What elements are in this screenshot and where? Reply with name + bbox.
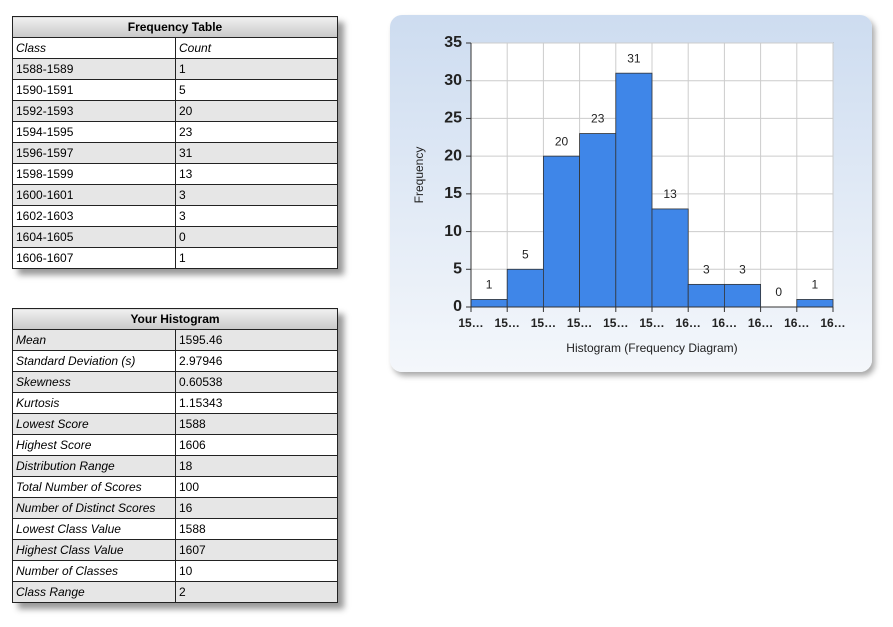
table-row: 1596-1597 31 [12, 142, 338, 164]
data-label: 0 [775, 285, 782, 299]
table-cell: 16 [175, 497, 338, 519]
bar [470, 299, 508, 308]
y-axis-title: Frequency [412, 147, 426, 204]
table-cell: 1607 [175, 539, 338, 561]
table-cell: Lowest Score [12, 413, 176, 435]
table-row: 1606-1607 1 [12, 247, 338, 269]
y-tick-label: 5 [453, 261, 462, 278]
table-cell: 1588 [175, 413, 338, 435]
table-cell: 1 [175, 247, 338, 269]
y-tick-label: 15 [444, 185, 462, 202]
table-row: Lowest Class Value 1588 [12, 518, 338, 540]
data-label: 1 [486, 278, 493, 292]
table-row: Class Range 2 [12, 581, 338, 603]
table-cell: Distribution Range [12, 455, 176, 477]
table-cell: 1602-1603 [12, 205, 176, 227]
table-cell: 1592-1593 [12, 100, 176, 122]
table-row: Kurtosis 1.15343 [12, 392, 338, 414]
x-tick-label: 16… [748, 316, 773, 330]
table-row: Number of Classes 10 [12, 560, 338, 582]
table-title: Your Histogram [12, 308, 338, 330]
table-row: 1590-1591 5 [12, 79, 338, 101]
bar [687, 283, 725, 308]
x-tick-label: 15… [567, 316, 592, 330]
stats-table: Your Histogram Mean 1595.46 Standard Deviat… [12, 308, 338, 603]
x-tick-label: 16… [712, 316, 737, 330]
table-cell: 2.97946 [175, 350, 338, 372]
title-row: Your Histogram [12, 308, 338, 330]
table-cell: 0 [175, 226, 338, 248]
data-label: 3 [739, 263, 746, 277]
x-tick-label: 15… [495, 316, 520, 330]
data-label: 23 [591, 112, 605, 126]
x-tick-label: 15… [458, 316, 483, 330]
y-tick-label: 25 [444, 110, 462, 127]
bar [651, 208, 689, 308]
data-label: 20 [555, 134, 569, 148]
bar [796, 299, 834, 308]
frequency-table: Frequency Table Class Count 1588-1589 1 1590-… [12, 16, 338, 269]
table-cell: 1594-1595 [12, 121, 176, 143]
bar [579, 133, 617, 308]
data-label: 1 [812, 278, 819, 292]
table-cell: Highest Class Value [12, 539, 176, 561]
table-cell: 1588-1589 [12, 58, 176, 80]
data-label: 3 [703, 263, 710, 277]
data-label: 13 [663, 187, 677, 201]
table-cell: 1604-1605 [12, 226, 176, 248]
y-tick-label: 0 [453, 298, 462, 315]
x-tick-label: 16… [784, 316, 809, 330]
x-axis-title: Histogram (Frequency Diagram) [566, 341, 737, 355]
y-tick-label: 35 [444, 34, 462, 51]
table-cell: 1595.46 [175, 329, 338, 351]
table-row: Skewness 0.60538 [12, 371, 338, 393]
table-row: 1598-1599 13 [12, 163, 338, 185]
y-tick-label: 20 [444, 147, 462, 164]
table-row: 1602-1603 3 [12, 205, 338, 227]
table-cell: 1606-1607 [12, 247, 176, 269]
data-label: 31 [627, 51, 641, 65]
table-cell: 1600-1601 [12, 184, 176, 206]
table-row: Lowest Score 1588 [12, 413, 338, 435]
bar [724, 283, 762, 308]
table-cell: 2 [175, 581, 338, 603]
x-tick-label: 16… [676, 316, 701, 330]
bar [543, 155, 581, 308]
x-tick-label: 15… [603, 316, 628, 330]
table-row: 1600-1601 3 [12, 184, 338, 206]
bar [615, 72, 653, 308]
table-cell: 1598-1599 [12, 163, 176, 185]
table-cell: 1 [175, 58, 338, 80]
x-tick-label: 15… [639, 316, 664, 330]
table-row: Highest Class Value 1607 [12, 539, 338, 561]
table-cell: Class Range [12, 581, 176, 603]
table-row: 1604-1605 0 [12, 226, 338, 248]
data-label: 5 [522, 247, 529, 261]
table-row: 1588-1589 1 [12, 58, 338, 80]
bar [506, 268, 544, 308]
x-tick-label: 16… [820, 316, 845, 330]
x-tick-label: 15… [531, 316, 556, 330]
y-tick-label: 10 [444, 223, 462, 240]
table-cell: 1596-1597 [12, 142, 176, 164]
y-tick-label: 30 [444, 72, 462, 89]
